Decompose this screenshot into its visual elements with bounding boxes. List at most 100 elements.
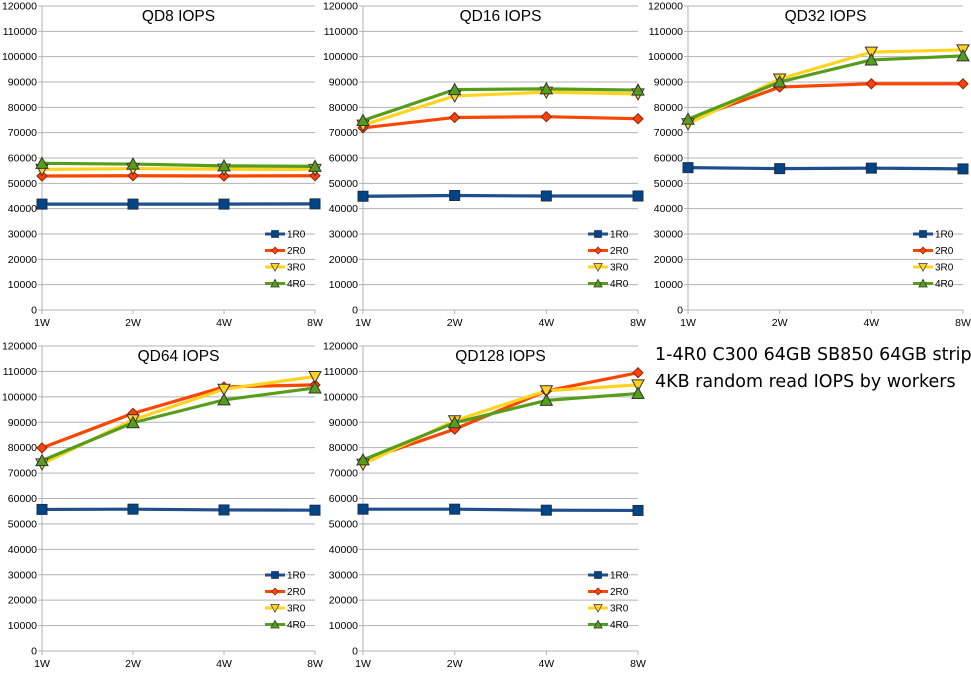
data-point-1r0 <box>774 163 786 175</box>
y-tick-label: 50000 <box>654 178 683 190</box>
legend-label-2r0: 2R0 <box>610 246 629 257</box>
legend-label-4r0: 4R0 <box>610 279 629 290</box>
y-tick-label: 70000 <box>8 468 37 480</box>
series-line-2r0 <box>41 383 316 450</box>
y-tick-label: 0 <box>677 305 683 317</box>
y-tick-label: 10000 <box>8 279 37 291</box>
legend-marker-1r0 <box>919 230 927 238</box>
y-tick-label: 60000 <box>654 153 683 165</box>
y-tick-label: 80000 <box>8 102 37 114</box>
y-tick-label: 110000 <box>324 366 358 378</box>
data-point-4r0 <box>35 156 49 169</box>
y-tick-label: 100000 <box>323 391 358 403</box>
legend-label-3r0: 3R0 <box>287 604 306 615</box>
legend-marker-4r0 <box>593 619 603 629</box>
legend-marker-2r0 <box>271 587 279 596</box>
data-point-1r0 <box>218 504 230 516</box>
y-tick-label: 120000 <box>323 1 358 13</box>
legend-label-4r0: 4R0 <box>287 620 306 631</box>
x-tick-label: 2W <box>125 658 141 670</box>
x-tick-label: 4W <box>538 658 554 670</box>
y-tick-label: 10000 <box>8 620 37 632</box>
y-tick-label: 110000 <box>3 366 37 378</box>
data-point-4r0 <box>356 452 370 466</box>
chart-panel: 0 10000 20000 30000 40000 50000 60000 70000 8000… <box>2 341 323 671</box>
y-tick-label: 70000 <box>654 127 683 139</box>
y-tick-label: 30000 <box>8 229 37 241</box>
y-tick-label: 0 <box>352 646 358 658</box>
x-tick-label: 1W <box>355 658 371 670</box>
data-point-1r0 <box>357 503 369 515</box>
x-tick-label: 4W <box>538 317 554 329</box>
data-point-4r0 <box>447 415 462 429</box>
legend-label-1r0: 1R0 <box>287 571 306 582</box>
series-line-2r0 <box>687 82 963 122</box>
data-point-4r0 <box>631 83 645 96</box>
y-tick-label: 30000 <box>8 569 37 581</box>
series-line-2r0 <box>362 115 639 130</box>
data-point-2r0 <box>127 170 139 182</box>
y-tick-label: 90000 <box>329 77 358 89</box>
legend-marker-1r0 <box>594 571 602 579</box>
y-tick-label: 20000 <box>8 595 37 607</box>
legend-label-1r0: 1R0 <box>610 230 629 241</box>
legend-marker-3r0 <box>593 263 603 272</box>
x-tick-label: 1W <box>355 317 371 329</box>
y-tick-label: 120000 <box>648 1 683 13</box>
data-point-4r0 <box>126 415 140 429</box>
y-tick-label: 60000 <box>329 153 358 165</box>
y-tick-label: 70000 <box>329 468 358 480</box>
series-line-4r0 <box>41 386 316 463</box>
series-line-4r0 <box>362 391 639 462</box>
y-tick-label: 60000 <box>329 493 358 505</box>
y-tick-label: 70000 <box>329 127 358 139</box>
figure-caption: 1-4R0 C300 64GB SB850 64GB stripe 4KB ra… <box>655 342 971 396</box>
data-point-1r0 <box>218 198 230 210</box>
legend-marker-1r0 <box>271 571 279 579</box>
y-tick-label: 10000 <box>654 279 683 291</box>
y-tick-label: 30000 <box>654 229 683 241</box>
chart-title: QD32 IOPS <box>785 8 867 25</box>
y-tick-label: 60000 <box>8 493 37 505</box>
x-tick-label: 4W <box>216 317 232 329</box>
chart-title: QD64 IOPS <box>138 348 220 365</box>
legend-marker-3r0 <box>270 604 280 613</box>
data-point-2r0 <box>448 111 461 124</box>
data-point-3r0 <box>631 379 645 392</box>
chart-title: QD128 IOPS <box>455 348 545 365</box>
data-point-1r0 <box>127 503 139 515</box>
legend-label-1r0: 1R0 <box>935 230 954 241</box>
data-point-4r0 <box>217 158 231 172</box>
y-tick-label: 50000 <box>329 178 358 190</box>
legend-marker-2r0 <box>271 246 279 255</box>
legend-label-3r0: 3R0 <box>610 604 629 615</box>
data-point-1r0 <box>865 162 877 174</box>
data-point-4r0 <box>772 74 787 88</box>
legend-label-4r0: 4R0 <box>935 279 954 290</box>
x-tick-label: 1W <box>34 317 50 329</box>
x-tick-label: 4W <box>863 317 879 329</box>
data-point-4r0 <box>217 392 231 406</box>
data-point-4r0 <box>631 386 645 400</box>
y-tick-label: 20000 <box>8 254 37 266</box>
data-point-2r0 <box>540 110 553 123</box>
data-point-1r0 <box>449 503 461 515</box>
y-tick-label: 50000 <box>329 518 358 530</box>
data-point-3r0 <box>308 371 322 384</box>
legend-marker-3r0 <box>593 604 603 613</box>
y-tick-label: 120000 <box>2 341 37 353</box>
data-point-4r0 <box>681 112 695 125</box>
legend-label-4r0: 4R0 <box>287 279 306 290</box>
data-point-2r0 <box>632 366 644 379</box>
data-point-2r0 <box>36 442 48 454</box>
data-point-1r0 <box>36 503 48 515</box>
y-tick-label: 80000 <box>329 442 358 454</box>
x-tick-label: 8W <box>307 658 323 670</box>
data-point-1r0 <box>682 162 694 174</box>
series-line-1r0 <box>362 193 638 198</box>
data-point-1r0 <box>309 198 321 210</box>
legend-marker-3r0 <box>918 263 928 272</box>
y-tick-label: 90000 <box>8 417 37 429</box>
y-tick-label: 10000 <box>329 620 358 632</box>
data-point-1r0 <box>632 504 644 516</box>
